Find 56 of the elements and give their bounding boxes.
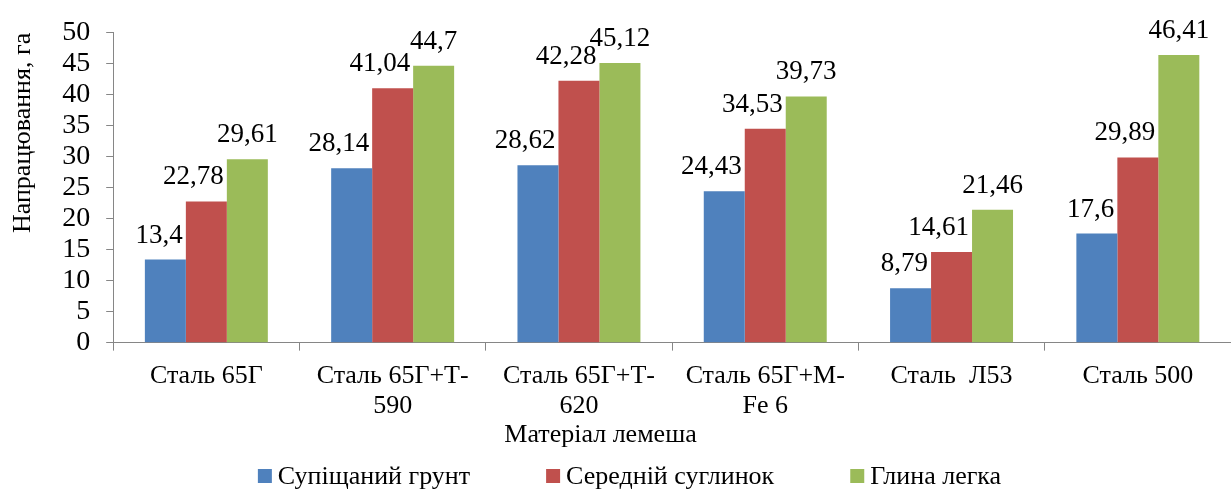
y-tick-label: 5 — [76, 294, 91, 326]
data-label: 14,61 — [908, 211, 970, 242]
x-tick-label: Сталь 65Г+Т-620 — [502, 359, 655, 420]
y-tick-label: 45 — [62, 46, 91, 78]
x-axis-title: Матеріал лемеша — [504, 419, 698, 449]
x-tick-label: Сталь 500 — [1082, 359, 1194, 389]
data-label: 41,04 — [349, 47, 411, 78]
y-tick-label: 10 — [62, 263, 91, 295]
data-label: 13,4 — [135, 218, 184, 249]
y-axis-title: Напрацювання, га — [7, 32, 37, 234]
bar — [1117, 157, 1159, 343]
data-label: 17,6 — [1067, 192, 1115, 223]
y-tick-label: 15 — [62, 232, 91, 264]
bar — [558, 80, 600, 343]
bar — [372, 88, 414, 343]
data-label: 28,14 — [308, 127, 370, 158]
bar — [744, 128, 786, 343]
bar — [1158, 55, 1200, 343]
x-tick-label: Сталь 65Г — [149, 359, 263, 389]
data-label: 44,7 — [410, 24, 458, 55]
bar — [331, 168, 373, 343]
bar — [931, 252, 973, 343]
data-label: 28,62 — [494, 124, 556, 155]
data-label: 34,53 — [721, 87, 783, 118]
data-label: 21,46 — [962, 168, 1023, 199]
bar — [185, 201, 227, 343]
bar — [144, 259, 186, 343]
bar — [972, 209, 1014, 343]
data-label: 46,41 — [1148, 14, 1210, 45]
y-tick-label: 30 — [62, 139, 91, 171]
data-label: 29,61 — [216, 118, 278, 149]
bar — [703, 191, 745, 343]
legend-label: Глина легка — [870, 460, 1002, 490]
y-tick-label: 50 — [62, 15, 91, 47]
x-tick-label: Сталь 65Г+Т-590 — [316, 359, 469, 420]
bar — [226, 159, 268, 343]
y-tick-label: 20 — [62, 201, 91, 233]
y-tick-label: 0 — [76, 325, 91, 356]
y-tick-label: 25 — [62, 170, 91, 202]
legend-label: Середній суглинок — [566, 460, 775, 490]
bar — [413, 65, 455, 343]
bar — [1076, 233, 1118, 343]
legend-label: Супіщаний грунт — [277, 460, 471, 490]
bar — [890, 288, 932, 343]
data-label: 8,79 — [880, 247, 929, 278]
data-label: 24,43 — [681, 150, 742, 181]
data-label: 39,73 — [775, 55, 837, 86]
bar — [785, 96, 827, 343]
bar — [599, 63, 641, 343]
bar — [517, 165, 559, 343]
x-tick-label: Сталь Л53 — [890, 359, 1013, 389]
y-tick-label: 40 — [62, 77, 91, 109]
y-tick-label: 35 — [62, 108, 91, 140]
data-label: 22,78 — [163, 160, 224, 191]
x-tick-label: Сталь 65Г+М-Fe 6 — [685, 359, 845, 420]
data-label: 29,89 — [1094, 116, 1156, 147]
